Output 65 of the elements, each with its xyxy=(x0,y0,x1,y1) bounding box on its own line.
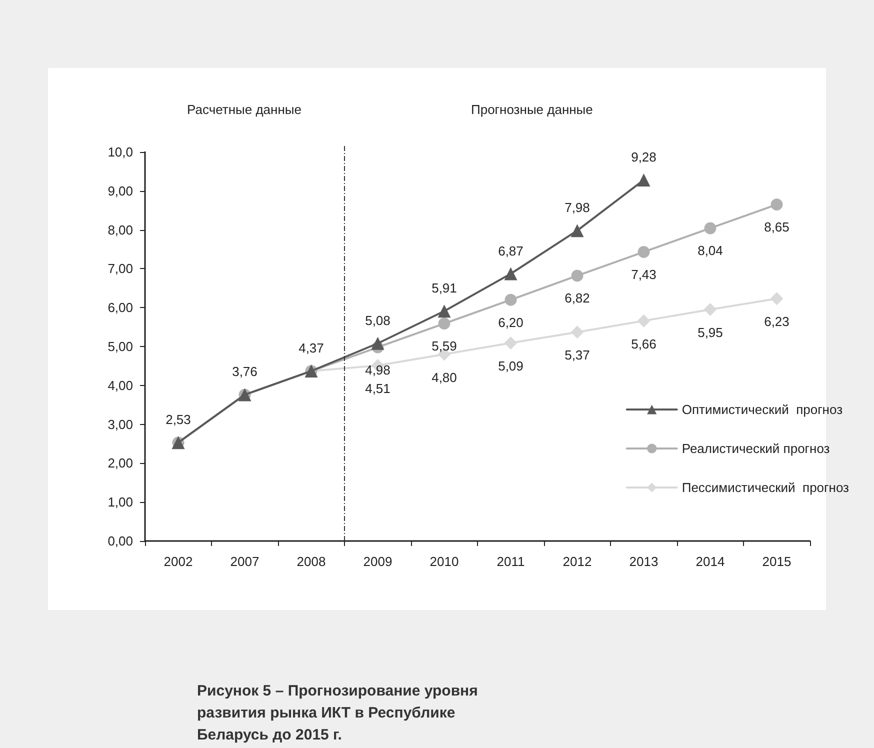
x-tick-label: 2007 xyxy=(230,554,260,569)
x-tick-label: 2011 xyxy=(496,554,525,569)
data-label: 5,66 xyxy=(631,336,656,352)
data-label: 4,98 xyxy=(365,362,390,378)
x-tick-label: 2013 xyxy=(629,554,658,569)
text: Прогнозные данные xyxy=(471,102,593,117)
legend-label: Оптимистический прогноз xyxy=(682,402,843,417)
y-tick-label: 5,00 xyxy=(108,339,133,354)
y-tick-label: 10,0 xyxy=(108,144,133,160)
data-label: 8,04 xyxy=(698,243,723,258)
point xyxy=(637,174,650,187)
x-tick-label: 2010 xyxy=(430,554,459,569)
point xyxy=(570,326,584,339)
data-label: 2,53 xyxy=(166,412,191,428)
data-label: 5,08 xyxy=(365,312,390,328)
y-tick-label: 9,00 xyxy=(108,183,133,198)
point xyxy=(438,318,450,330)
x-tick-label: 2012 xyxy=(562,554,592,569)
data-label: 7,98 xyxy=(564,200,590,216)
legend-label: Реалистический прогноз xyxy=(682,441,830,456)
point xyxy=(438,304,451,318)
y-tick-label: 8,00 xyxy=(108,222,133,238)
data-label: 5,91 xyxy=(432,280,457,296)
data-label: 5,95 xyxy=(698,325,723,340)
point xyxy=(637,314,650,328)
point xyxy=(704,303,717,316)
legend-label: Пессимистический прогноз xyxy=(682,480,850,495)
x-tick-label: 2009 xyxy=(363,554,392,569)
data-label: 4,51 xyxy=(365,381,390,396)
point xyxy=(704,222,716,234)
point xyxy=(638,246,650,258)
data-label: 3,76 xyxy=(232,364,258,380)
point xyxy=(770,292,784,306)
data-label: 5,59 xyxy=(432,338,457,354)
data-label: 9,28 xyxy=(631,150,656,165)
x-tick-label: 2015 xyxy=(762,554,792,569)
text: Рисунок 5 – Прогнозирование уровня развития рынка ИКТ в Республике Беларусь до 2015 г. xyxy=(197,682,482,744)
data-label: 6,23 xyxy=(764,314,790,330)
data-label: 7,43 xyxy=(631,266,656,282)
data-label: 6,82 xyxy=(564,290,590,306)
data-label: 8,65 xyxy=(764,220,790,235)
text: Расчетные данные xyxy=(187,102,302,117)
data-label: 4,37 xyxy=(298,340,324,356)
x-tick-label: 2008 xyxy=(296,554,326,569)
y-tick-label: 4,00 xyxy=(108,378,133,393)
y-tick-label: 2,00 xyxy=(108,456,133,471)
x-tick-label: 2002 xyxy=(164,554,193,569)
y-tick-label: 6,00 xyxy=(108,300,133,316)
point xyxy=(504,267,518,280)
point xyxy=(571,270,584,282)
x-tick-label: 2014 xyxy=(696,554,725,569)
point xyxy=(504,294,517,306)
point xyxy=(371,336,384,350)
y-tick-label: 0,00 xyxy=(108,534,133,548)
point xyxy=(504,336,518,350)
point xyxy=(770,198,783,211)
y-tick-label: 1,00 xyxy=(108,494,133,510)
data-label: 5,37 xyxy=(564,348,590,363)
data-label: 6,87 xyxy=(498,243,524,258)
data-label: 5,09 xyxy=(498,358,524,374)
y-tick-label: 3,00 xyxy=(108,416,133,432)
point xyxy=(570,224,584,238)
y-tick-label: 7,00 xyxy=(108,261,133,276)
data-label: 4,80 xyxy=(432,370,457,385)
data-label: 6,20 xyxy=(498,314,524,330)
